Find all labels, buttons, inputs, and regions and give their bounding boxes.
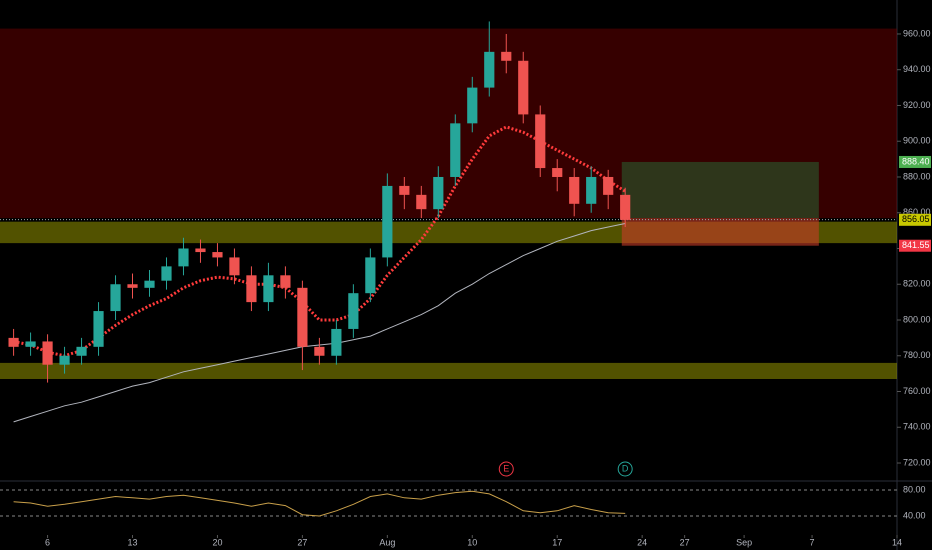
event-label: D — [622, 463, 629, 473]
candle-body — [535, 114, 546, 169]
candle-body — [25, 341, 36, 347]
oscillator-tick-label: 40.00 — [903, 510, 926, 520]
candle-body — [450, 123, 461, 177]
candle-body — [229, 257, 240, 276]
candle-body — [416, 194, 427, 210]
candle-body — [484, 51, 495, 88]
candle-body — [433, 176, 444, 210]
price-label-bg — [899, 155, 931, 168]
zone — [0, 28, 897, 219]
oscillator-line — [13, 490, 626, 517]
x-tick-label: 10 — [467, 537, 477, 547]
candle-body — [195, 248, 206, 253]
y-tick-label: 880.00 — [903, 171, 931, 181]
candle-body — [603, 176, 614, 195]
candle-body — [280, 275, 291, 288]
candle-body — [620, 194, 631, 220]
candle-body — [552, 168, 563, 177]
x-tick-label: 24 — [637, 537, 647, 547]
candle-body — [212, 252, 223, 258]
y-tick-label: 960.00 — [903, 28, 931, 38]
price-label-bg — [899, 213, 931, 226]
event-marker — [498, 461, 514, 477]
price-label: 888.40 — [902, 156, 930, 166]
y-tick-label: 780.00 — [903, 350, 931, 360]
candle-body — [399, 185, 410, 195]
candle-body — [331, 328, 342, 356]
candle-body — [161, 266, 172, 281]
candle-body — [76, 346, 87, 356]
candle-body — [93, 311, 104, 347]
price-label: 841.55 — [902, 240, 930, 250]
y-tick-label: 940.00 — [903, 64, 931, 74]
candle-body — [467, 87, 478, 124]
candle-body — [348, 293, 359, 329]
x-tick-label: 14 — [892, 537, 902, 547]
x-tick-label: 17 — [552, 537, 562, 547]
candle-body — [246, 275, 257, 303]
target-zone — [621, 161, 819, 219]
candle-body — [42, 341, 53, 365]
x-tick-label: 6 — [45, 537, 50, 547]
price-label: 856.05 — [902, 214, 930, 224]
zone — [0, 362, 897, 379]
y-tick-label: 800.00 — [903, 314, 931, 324]
x-tick-label: 20 — [212, 537, 222, 547]
candle-body — [263, 275, 274, 303]
x-tick-label: 27 — [680, 537, 690, 547]
candle-body — [314, 346, 325, 356]
y-tick-label: 900.00 — [903, 136, 931, 146]
x-tick-label: 7 — [810, 537, 815, 547]
candle-body — [586, 176, 597, 204]
candle-body — [110, 284, 121, 312]
candle-body — [365, 257, 376, 294]
candle-body — [518, 60, 529, 115]
stop-zone — [621, 218, 819, 246]
moving-average — [13, 125, 626, 358]
candle-body — [569, 176, 580, 204]
y-tick-label: 720.00 — [903, 457, 931, 467]
y-tick-label: 920.00 — [903, 100, 931, 110]
y-tick-label: 740.00 — [903, 422, 931, 432]
candle-body — [127, 284, 138, 288]
candle-body — [501, 51, 512, 61]
y-tick-label: 760.00 — [903, 386, 931, 396]
event-marker — [617, 461, 633, 477]
x-tick-label: Sep — [736, 537, 752, 547]
y-tick-label: 860.00 — [903, 207, 931, 217]
candle-body — [297, 287, 308, 347]
x-tick-label: 27 — [297, 537, 307, 547]
candle-body — [382, 185, 393, 258]
x-tick-label: 13 — [128, 537, 138, 547]
candle-body — [59, 355, 70, 365]
candle-body — [178, 248, 189, 267]
y-tick-label: 820.00 — [903, 279, 931, 289]
candle-body — [8, 337, 19, 347]
candle-body — [144, 280, 155, 288]
price-label-bg — [899, 239, 931, 252]
x-tick-label: Aug — [379, 537, 395, 547]
event-label: E — [503, 463, 509, 473]
oscillator-tick-label: 80.00 — [903, 484, 926, 494]
